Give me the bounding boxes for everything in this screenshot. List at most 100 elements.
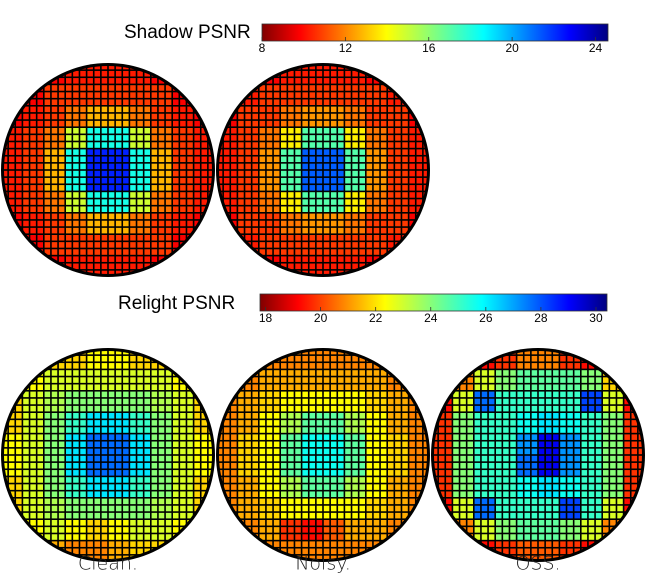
cell (259, 405, 266, 412)
cell (574, 434, 580, 440)
cell (380, 92, 387, 98)
cell (352, 142, 358, 148)
cell (395, 99, 401, 105)
cell (151, 434, 158, 440)
cell (610, 477, 616, 483)
cell (223, 377, 230, 383)
cell (373, 420, 380, 426)
cell (58, 398, 65, 405)
cell (201, 192, 208, 198)
cell (531, 370, 538, 376)
cell (123, 135, 129, 141)
cell (30, 498, 36, 505)
cell (474, 477, 481, 483)
cell (388, 413, 394, 419)
cell (380, 242, 387, 248)
cell (173, 462, 179, 469)
cell (219, 448, 223, 455)
cell (130, 498, 136, 505)
cell (359, 213, 365, 220)
cell (488, 384, 495, 390)
cell (187, 199, 193, 205)
cell (352, 405, 358, 412)
cell (553, 398, 559, 405)
cell (434, 398, 438, 405)
cell (359, 448, 365, 455)
cell (223, 99, 230, 105)
cell (474, 534, 481, 540)
cell (115, 470, 122, 476)
cell (58, 470, 65, 476)
cell (231, 206, 237, 212)
cell (115, 370, 122, 376)
cell (259, 491, 266, 497)
cell (409, 434, 415, 440)
cell (8, 512, 15, 519)
cell (115, 541, 122, 547)
cell (223, 491, 230, 497)
cell (624, 505, 630, 512)
cell (281, 92, 287, 98)
cell (460, 351, 466, 355)
cell (338, 441, 344, 448)
cell (453, 512, 459, 519)
cell (94, 520, 101, 526)
cell (388, 142, 394, 148)
cell (66, 470, 72, 476)
cell (180, 355, 186, 362)
cell (101, 527, 108, 533)
cell (281, 199, 287, 205)
cell (453, 455, 459, 462)
cell (130, 405, 136, 412)
cell (58, 99, 65, 105)
cell (123, 398, 129, 405)
cell (338, 156, 344, 163)
cell (423, 491, 427, 497)
cell (73, 242, 79, 248)
cell (123, 163, 129, 170)
cell (66, 427, 72, 433)
cell (137, 206, 143, 212)
cell (567, 484, 573, 490)
cell (281, 113, 287, 120)
cell (94, 370, 101, 376)
cell (517, 413, 523, 419)
cell (58, 199, 65, 205)
cell (330, 263, 337, 270)
cell (37, 135, 43, 141)
cell (101, 142, 108, 148)
cell (524, 384, 531, 390)
cell (266, 177, 273, 184)
cell (352, 470, 358, 476)
cell (123, 491, 129, 497)
cell (8, 156, 15, 163)
cell (144, 85, 150, 91)
cell (115, 263, 122, 270)
cell (560, 477, 566, 483)
cell (460, 427, 466, 433)
cell (595, 462, 602, 469)
cell (316, 66, 323, 70)
cell (73, 384, 79, 390)
cell (66, 491, 72, 497)
cell (165, 462, 172, 469)
cell (631, 384, 638, 390)
cell (510, 541, 516, 547)
cell (238, 377, 244, 383)
cell (266, 370, 273, 376)
colorbar-tick-label: 20 (314, 311, 328, 325)
cell (87, 128, 93, 134)
cell (366, 128, 373, 134)
cell (245, 149, 251, 155)
cell (23, 249, 29, 255)
cell (259, 427, 266, 433)
cell (273, 391, 280, 398)
cell (488, 448, 495, 455)
cell (595, 427, 602, 433)
cell (316, 391, 323, 398)
cell (281, 149, 287, 155)
cell (402, 548, 408, 555)
cell (395, 363, 401, 369)
cell (137, 355, 143, 362)
cell (395, 391, 401, 398)
